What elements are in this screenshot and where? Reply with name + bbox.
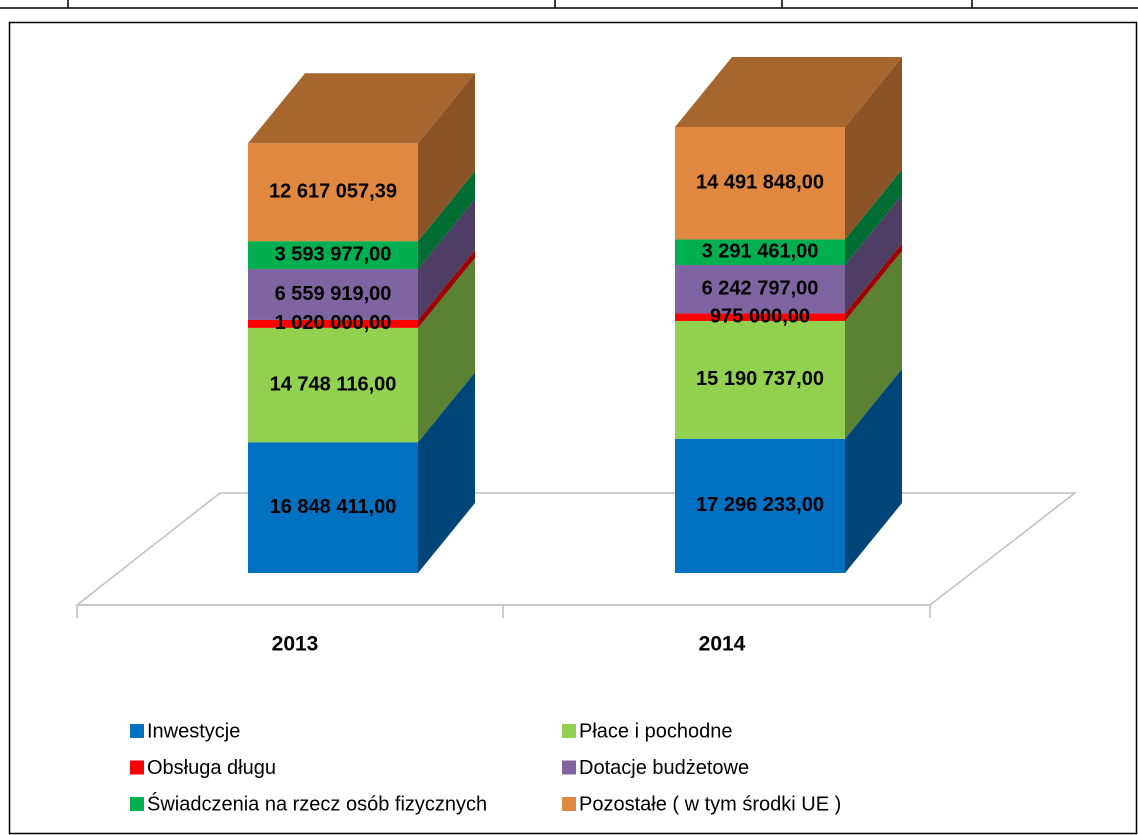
legend-swatch [130,760,144,775]
value-label: 975 000,00 [710,305,810,327]
bar-segment [248,319,418,328]
x-axis [76,604,931,618]
bar-segment [675,127,845,240]
bar-segment [675,239,845,265]
bar-segment [675,320,845,439]
legend-swatch [130,797,144,811]
value-label: 14 491 848,00 [696,171,824,193]
bar-side [418,257,475,443]
value-label: 16 848 411,00 [270,496,397,518]
bar-segment [675,313,845,321]
chart-frame [8,21,1138,835]
bar-segment [248,327,418,443]
bar-side [418,249,475,328]
x-tick-label: 2013 [272,633,319,656]
legend-swatch [562,760,576,775]
bar-side [418,199,475,320]
value-label: 14 748 116,00 [270,373,397,395]
legend-label: Inwestycje [147,720,240,742]
value-label: 15 190 737,00 [696,368,824,390]
floor [74,492,1078,606]
bar-side [418,171,475,270]
x-tick-label: 2014 [699,633,746,656]
bar-side [845,243,902,321]
legend-label: Płace i pochodne [579,720,732,742]
value-label: 1 020 000,00 [275,312,392,334]
value-label: 12 617 057,39 [269,181,397,203]
legend-label: Pozostałe ( w tym środki UE ) [579,793,841,815]
table-border [0,0,1138,9]
bar-side [845,57,902,240]
bar-top [248,73,475,144]
legend-swatch [562,724,576,738]
value-label: 17 296 233,00 [696,494,824,516]
legend-swatch [130,724,144,738]
bar-side [845,194,902,314]
value-label: 6 559 919,00 [275,283,392,305]
value-label: 3 593 977,00 [275,243,392,265]
bar-segment [248,241,418,270]
value-label: 6 242 797,00 [702,277,819,299]
legend-label: Dotacje budżetowe [579,757,749,779]
bar-side [845,368,902,573]
value-label: 3 291 461,00 [702,240,819,262]
bar-top [675,57,902,127]
bar-segment [675,438,845,573]
bar-side [845,250,902,439]
bar-side [418,372,475,573]
legend-swatch [562,797,576,811]
bar-segment [248,442,418,573]
legend-label: Obsługa długu [147,757,276,779]
bar-side [845,169,902,265]
bar-side [418,73,475,242]
bar-segment [675,264,845,314]
bar-segment [248,269,418,320]
bar-segment [248,143,418,242]
legend-label: Świadczenia na rzecz osób fizycznych [147,791,487,815]
